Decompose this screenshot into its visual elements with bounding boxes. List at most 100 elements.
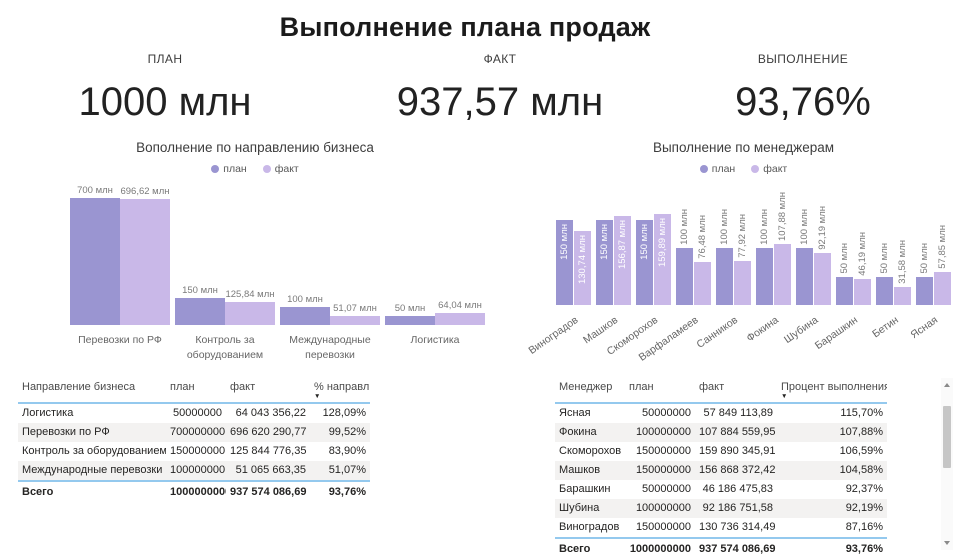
table-header-row: Направление бизнеса план факт % направл ▼ xyxy=(18,378,370,404)
bar-план-Международные перевозки[interactable]: 100 млн xyxy=(280,294,330,325)
bar-value-label: 696,62 млн xyxy=(120,185,170,197)
bar-group-Бетин: 50 млн 31,58 млн Бетин xyxy=(870,240,911,340)
table-managers: Менеджер план факт Процент выполнения ▼ Ясная… xyxy=(555,378,887,554)
bar-group-Барашкин: 50 млн 46,19 млн Барашкин xyxy=(813,232,871,352)
category-label-Бетин: Бетин xyxy=(869,314,901,341)
kpi-fact: ФАКТ 937,57 млн xyxy=(375,52,625,125)
table-row[interactable]: Шубина 100000000 92 186 751,58 92,19% xyxy=(555,499,887,518)
legend-item-fact[interactable]: факт xyxy=(751,163,787,175)
table-row[interactable]: Ясная 50000000 57 849 113,89 115,70% xyxy=(555,404,887,423)
scrollbar-thumb[interactable] xyxy=(943,406,951,468)
table-row[interactable]: Фокина 100000000 107 884 559,95 107,88% xyxy=(555,423,887,442)
bar-value-label: 125,84 млн xyxy=(225,289,275,301)
bar-план-Санников[interactable]: 100 млн xyxy=(716,209,733,305)
cell: Международные перевозки xyxy=(22,464,163,476)
bar-план-Шубина[interactable]: 100 млн xyxy=(796,209,813,305)
bar-факт-Фокина[interactable]: 107,88 млн xyxy=(774,192,791,305)
category-label-Фокина: Фокина xyxy=(744,314,781,345)
cell: 92 186 751,58 xyxy=(702,502,773,514)
bar-value-label: 150 млн xyxy=(638,223,650,260)
legend-item-plan[interactable]: план xyxy=(699,163,736,175)
bar-факт-Виноградов[interactable]: 130,74 млн xyxy=(574,230,591,305)
cell: 64 043 356,22 xyxy=(235,407,306,419)
column-header-факт[interactable]: факт xyxy=(695,378,777,393)
bar-value-label: 150 млн xyxy=(598,223,610,260)
table-body: Ясная 50000000 57 849 113,89 115,70% Фокина 1… xyxy=(555,404,887,537)
table-row[interactable]: Барашкин 50000000 46 186 475,83 92,37% xyxy=(555,480,887,499)
legend-item-plan[interactable]: план xyxy=(211,163,247,175)
bar-факт-Контроль за оборудованием[interactable]: 125,84 млн xyxy=(225,289,275,325)
bar-план-Барашкин[interactable]: 50 млн xyxy=(836,243,853,305)
table-row[interactable]: Перевозки по РФ 700000000 696 620 290,77 99… xyxy=(18,423,370,442)
column-header-Менеджер[interactable]: Менеджер xyxy=(555,378,625,393)
scrollbar-track[interactable] xyxy=(941,392,953,536)
bar-факт-Ясная[interactable]: 57,85 млн xyxy=(934,225,951,305)
bar-план-Логистика[interactable]: 50 млн xyxy=(385,303,435,325)
bar-план-Ясная[interactable]: 50 млн xyxy=(916,243,933,305)
table-row[interactable]: Международные перевозки 100000000 51 065 6… xyxy=(18,461,370,480)
column-header-Процент выполнения[interactable]: Процент выполнения ▼ xyxy=(777,378,887,400)
cell: 99,52% xyxy=(328,426,366,438)
column-header-план[interactable]: план xyxy=(166,378,226,393)
bar-факт-Варфаламеев[interactable]: 76,48 млн xyxy=(694,215,711,305)
legend-item-fact[interactable]: факт xyxy=(262,163,299,175)
cell: 130 736 314,49 xyxy=(699,521,776,533)
bar-value-label: 100 млн xyxy=(798,209,810,246)
category-label-Международные перевозки: Международные перевозки xyxy=(289,334,371,361)
cell: 150000000 xyxy=(635,464,691,476)
cell: 125 844 776,35 xyxy=(230,445,307,457)
total-cell: 1000000000 xyxy=(629,543,691,554)
bar-value-label: 100 млн xyxy=(678,209,690,246)
cell: 50000000 xyxy=(173,407,222,419)
category-label-Ясная: Ясная xyxy=(908,314,941,342)
category-label-Контроль за оборудованием: Контроль за оборудованием xyxy=(186,334,264,361)
bar-факт-Барашкин[interactable]: 46,19 млн xyxy=(854,232,871,305)
column-header-факт[interactable]: факт xyxy=(226,378,310,393)
cell: 51,07% xyxy=(328,464,366,476)
bar-факт-Логистика[interactable]: 64,04 млн xyxy=(435,300,485,325)
cell: 83,90% xyxy=(328,445,366,457)
cell: 50000000 xyxy=(642,407,691,419)
bar-план-Фокина[interactable]: 100 млн xyxy=(756,209,773,305)
legend-plan-label: план xyxy=(711,163,736,175)
bar-факт-Бетин[interactable]: 31,58 млн xyxy=(894,240,911,305)
table-row[interactable]: Скоморохов 150000000 159 890 345,91 106,59% xyxy=(555,442,887,461)
bar-факт-Скоморохов[interactable]: 159,89 млн xyxy=(654,214,671,305)
bar-value-label: 57,85 млн xyxy=(936,225,948,270)
table-managers-scrollbar[interactable] xyxy=(941,378,953,550)
total-cell: 93,76% xyxy=(328,486,366,498)
category-label-Барашкин: Барашкин xyxy=(813,314,861,352)
bar-план-Бетин[interactable]: 50 млн xyxy=(876,243,893,305)
column-header-label: Направление бизнеса xyxy=(22,381,136,393)
cell: 150000000 xyxy=(635,445,691,457)
cell: 92,19% xyxy=(845,502,883,514)
bar-план-Скоморохов[interactable]: 150 млн xyxy=(636,219,653,305)
scroll-down-icon[interactable] xyxy=(941,536,953,550)
column-header-Направление бизнеса[interactable]: Направление бизнеса xyxy=(18,378,166,393)
bar-план-Перевозки по РФ[interactable]: 700 млн xyxy=(70,185,120,325)
bar-факт-Шубина[interactable]: 92,19 млн xyxy=(814,206,831,305)
bar-факт-Перевозки по РФ[interactable]: 696,62 млн xyxy=(120,186,170,325)
bar-факт-Машков[interactable]: 156,87 млн xyxy=(614,215,631,305)
table-row[interactable]: Виноградов 150000000 130 736 314,49 87,16% xyxy=(555,518,887,537)
cell: 115,70% xyxy=(840,407,883,419)
bar-план-Виноградов[interactable]: 150 млн xyxy=(556,219,573,305)
cell: Логистика xyxy=(22,407,74,419)
table-total-row: Всего 1000000000 937 574 086,69 93,76% xyxy=(18,480,370,502)
column-header-% направл[interactable]: % направл ▼ xyxy=(310,378,370,400)
table-row[interactable]: Машков 150000000 156 868 372,42 104,58% xyxy=(555,461,887,480)
bar-план-Машков[interactable]: 150 млн xyxy=(596,219,613,305)
column-header-план[interactable]: план xyxy=(625,378,695,393)
cell: 106,59% xyxy=(839,445,883,457)
bar-план-Контроль за оборудованием[interactable]: 150 млн xyxy=(175,285,225,325)
bar-план-Варфаламеев[interactable]: 100 млн xyxy=(676,209,693,305)
table-row[interactable]: Контроль за оборудованием 150000000 125 84… xyxy=(18,442,370,461)
chart-business-title: Вополнение по направлению бизнеса xyxy=(136,140,374,155)
table-row[interactable]: Логистика 50000000 64 043 356,22 128,09% xyxy=(18,404,370,423)
cell: 696 620 290,77 xyxy=(230,426,307,438)
bar-факт-Санников[interactable]: 77,92 млн xyxy=(734,214,751,305)
cell: 57 849 113,89 xyxy=(703,407,773,419)
scroll-up-icon[interactable] xyxy=(941,378,953,392)
bar-факт-Международные перевозки[interactable]: 51,07 млн xyxy=(330,303,380,325)
total-cell: 937 574 086,69 xyxy=(699,543,776,554)
